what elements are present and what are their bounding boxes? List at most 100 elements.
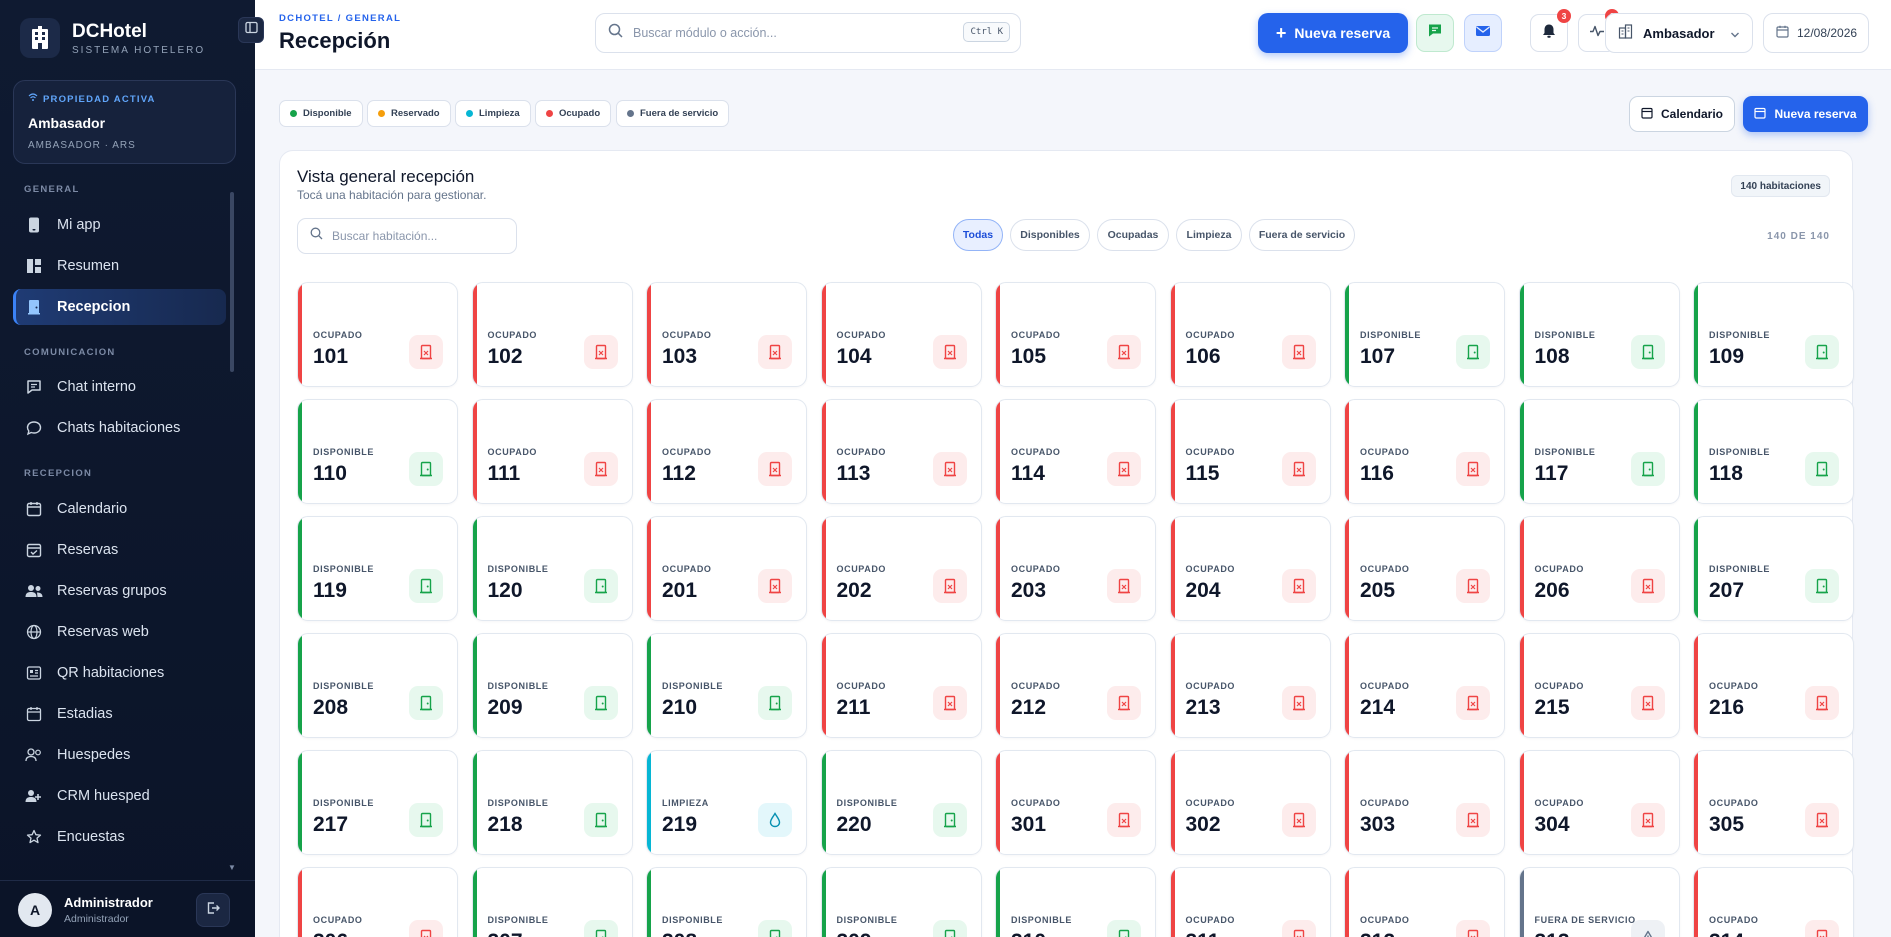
room-card-201[interactable]: OCUPADO 201 (646, 516, 807, 621)
room-card-119[interactable]: DISPONIBLE 119 (297, 516, 458, 621)
room-card-211[interactable]: OCUPADO 211 (820, 633, 982, 738)
room-card-210[interactable]: DISPONIBLE 210 (646, 633, 807, 738)
sidebar-item-crm-huesped[interactable]: CRM huesped (13, 778, 226, 814)
sidebar-item-encuestas[interactable]: Encuestas (13, 819, 226, 855)
room-card-306[interactable]: OCUPADO 306 (297, 867, 458, 937)
collapse-sidebar-button[interactable] (238, 17, 264, 43)
date-picker[interactable]: 12/08/2026 (1763, 13, 1869, 53)
sidebar-item-huespedes[interactable]: Huespedes (13, 737, 226, 773)
room-card-102[interactable]: OCUPADO 102 (471, 282, 633, 387)
room-status: OCUPADO (1011, 798, 1061, 808)
property-select[interactable]: Ambasador (1605, 13, 1753, 53)
room-card-209[interactable]: DISPONIBLE 209 (471, 633, 633, 738)
sidebar-item-qr-habitaciones[interactable]: QR habitaciones (13, 655, 226, 691)
sidebar-scrollbar[interactable] (230, 192, 234, 372)
room-card-118[interactable]: DISPONIBLE 118 (1693, 399, 1854, 504)
room-search[interactable] (297, 218, 517, 254)
scroll-down-icon[interactable]: ▼ (228, 863, 236, 872)
filter-limpieza[interactable]: Limpieza (1176, 219, 1242, 251)
room-card-303[interactable]: OCUPADO 303 (1344, 750, 1505, 855)
room-card-215[interactable]: OCUPADO 215 (1518, 633, 1680, 738)
sidebar-item-resumen[interactable]: Resumen (13, 248, 226, 284)
door-open-icon (583, 920, 618, 937)
room-card-110[interactable]: DISPONIBLE 110 (297, 399, 458, 504)
filter-todas[interactable]: Todas (953, 219, 1003, 251)
room-card-202[interactable]: OCUPADO 202 (820, 516, 982, 621)
global-search-input[interactable] (633, 26, 963, 40)
room-card-309[interactable]: DISPONIBLE 309 (820, 867, 982, 937)
door-open-icon (1107, 920, 1141, 937)
room-card-219[interactable]: LIMPIEZA 219 (646, 750, 807, 855)
new-reservation-button[interactable]: Nueva reserva (1743, 96, 1868, 132)
room-card-112[interactable]: OCUPADO 112 (646, 399, 807, 504)
sidebar-item-reservas-web[interactable]: Reservas web (13, 614, 226, 650)
active-property-card[interactable]: PROPIEDAD ACTIVA Ambasador AMBASADOR · A… (13, 80, 236, 164)
qr-icon (25, 664, 43, 682)
calendar-button[interactable]: Calendario (1629, 96, 1735, 132)
room-card-311[interactable]: OCUPADO 311 (1169, 867, 1331, 937)
room-card-116[interactable]: OCUPADO 116 (1344, 399, 1505, 504)
legend-label: Limpieza (479, 108, 520, 119)
room-card-120[interactable]: DISPONIBLE 120 (471, 516, 633, 621)
room-number: 116 (1360, 462, 1394, 485)
room-card-207[interactable]: DISPONIBLE 207 (1693, 516, 1854, 621)
room-card-106[interactable]: OCUPADO 106 (1169, 282, 1331, 387)
sidebar-item-mi-app[interactable]: Mi app (13, 207, 226, 243)
room-card-108[interactable]: DISPONIBLE 108 (1518, 282, 1680, 387)
sidebar-item-reservas[interactable]: Reservas (13, 532, 226, 568)
filter-fuera-de-servicio[interactable]: Fuera de servicio (1249, 219, 1355, 251)
room-card-206[interactable]: OCUPADO 206 (1518, 516, 1680, 621)
room-card-117[interactable]: DISPONIBLE 117 (1518, 399, 1680, 504)
room-card-302[interactable]: OCUPADO 302 (1169, 750, 1331, 855)
room-card-101[interactable]: OCUPADO 101 (297, 282, 458, 387)
room-card-218[interactable]: DISPONIBLE 218 (471, 750, 633, 855)
room-card-213[interactable]: OCUPADO 213 (1169, 633, 1331, 738)
room-card-313[interactable]: FUERA DE SERVICIO 313 (1518, 867, 1680, 937)
room-card-208[interactable]: DISPONIBLE 208 (297, 633, 458, 738)
filter-disponibles[interactable]: Disponibles (1010, 219, 1090, 251)
room-search-input[interactable] (332, 229, 502, 243)
sidebar-item-chat-interno[interactable]: Chat interno (13, 369, 226, 405)
logout-button[interactable] (196, 893, 230, 927)
sidebar-item-reservas-grupos[interactable]: Reservas grupos (13, 573, 226, 609)
sidebar-item-chats-habitaciones[interactable]: Chats habitaciones (13, 410, 226, 446)
room-card-304[interactable]: OCUPADO 304 (1518, 750, 1680, 855)
room-card-214[interactable]: OCUPADO 214 (1344, 633, 1505, 738)
room-card-310[interactable]: DISPONIBLE 310 (995, 867, 1156, 937)
room-card-103[interactable]: OCUPADO 103 (646, 282, 807, 387)
room-card-114[interactable]: OCUPADO 114 (995, 399, 1156, 504)
room-card-305[interactable]: OCUPADO 305 (1693, 750, 1854, 855)
room-card-105[interactable]: OCUPADO 105 (995, 282, 1156, 387)
room-card-216[interactable]: OCUPADO 216 (1693, 633, 1854, 738)
room-card-307[interactable]: DISPONIBLE 307 (471, 867, 633, 937)
room-card-217[interactable]: DISPONIBLE 217 (297, 750, 458, 855)
brand[interactable]: DCHotel SISTEMA HOTELERO (20, 18, 205, 58)
room-card-111[interactable]: OCUPADO 111 (471, 399, 633, 504)
header-new-reservation-button[interactable]: + Nueva reserva (1258, 13, 1408, 53)
room-card-104[interactable]: OCUPADO 104 (820, 282, 982, 387)
room-card-109[interactable]: DISPONIBLE 109 (1693, 282, 1854, 387)
room-card-314[interactable]: OCUPADO 314 (1693, 867, 1854, 937)
global-search[interactable]: Ctrl K (595, 13, 1021, 53)
mail-button[interactable] (1464, 14, 1502, 52)
room-card-205[interactable]: OCUPADO 205 (1344, 516, 1505, 621)
avatar[interactable]: A (18, 893, 52, 927)
breadcrumb[interactable]: DCHOTEL / GENERAL (279, 13, 402, 24)
sidebar-item-estadias[interactable]: Estadias (13, 696, 226, 732)
filter-ocupadas[interactable]: Ocupadas (1097, 219, 1169, 251)
room-card-115[interactable]: OCUPADO 115 (1169, 399, 1331, 504)
room-card-312[interactable]: OCUPADO 312 (1344, 867, 1505, 937)
room-card-113[interactable]: OCUPADO 113 (820, 399, 982, 504)
room-card-212[interactable]: OCUPADO 212 (995, 633, 1156, 738)
room-card-203[interactable]: OCUPADO 203 (995, 516, 1156, 621)
door-closed-icon (758, 569, 792, 603)
room-card-107[interactable]: DISPONIBLE 107 (1344, 282, 1505, 387)
room-card-301[interactable]: OCUPADO 301 (995, 750, 1156, 855)
sidebar-item-calendario[interactable]: Calendario (13, 491, 226, 527)
room-card-308[interactable]: DISPONIBLE 308 (646, 867, 807, 937)
room-card-220[interactable]: DISPONIBLE 220 (820, 750, 982, 855)
notifications-button[interactable]: 3 (1530, 9, 1571, 52)
room-card-204[interactable]: OCUPADO 204 (1169, 516, 1331, 621)
sidebar-item-recepcion[interactable]: Recepcion (13, 289, 226, 325)
whatsapp-button[interactable] (1416, 14, 1454, 52)
